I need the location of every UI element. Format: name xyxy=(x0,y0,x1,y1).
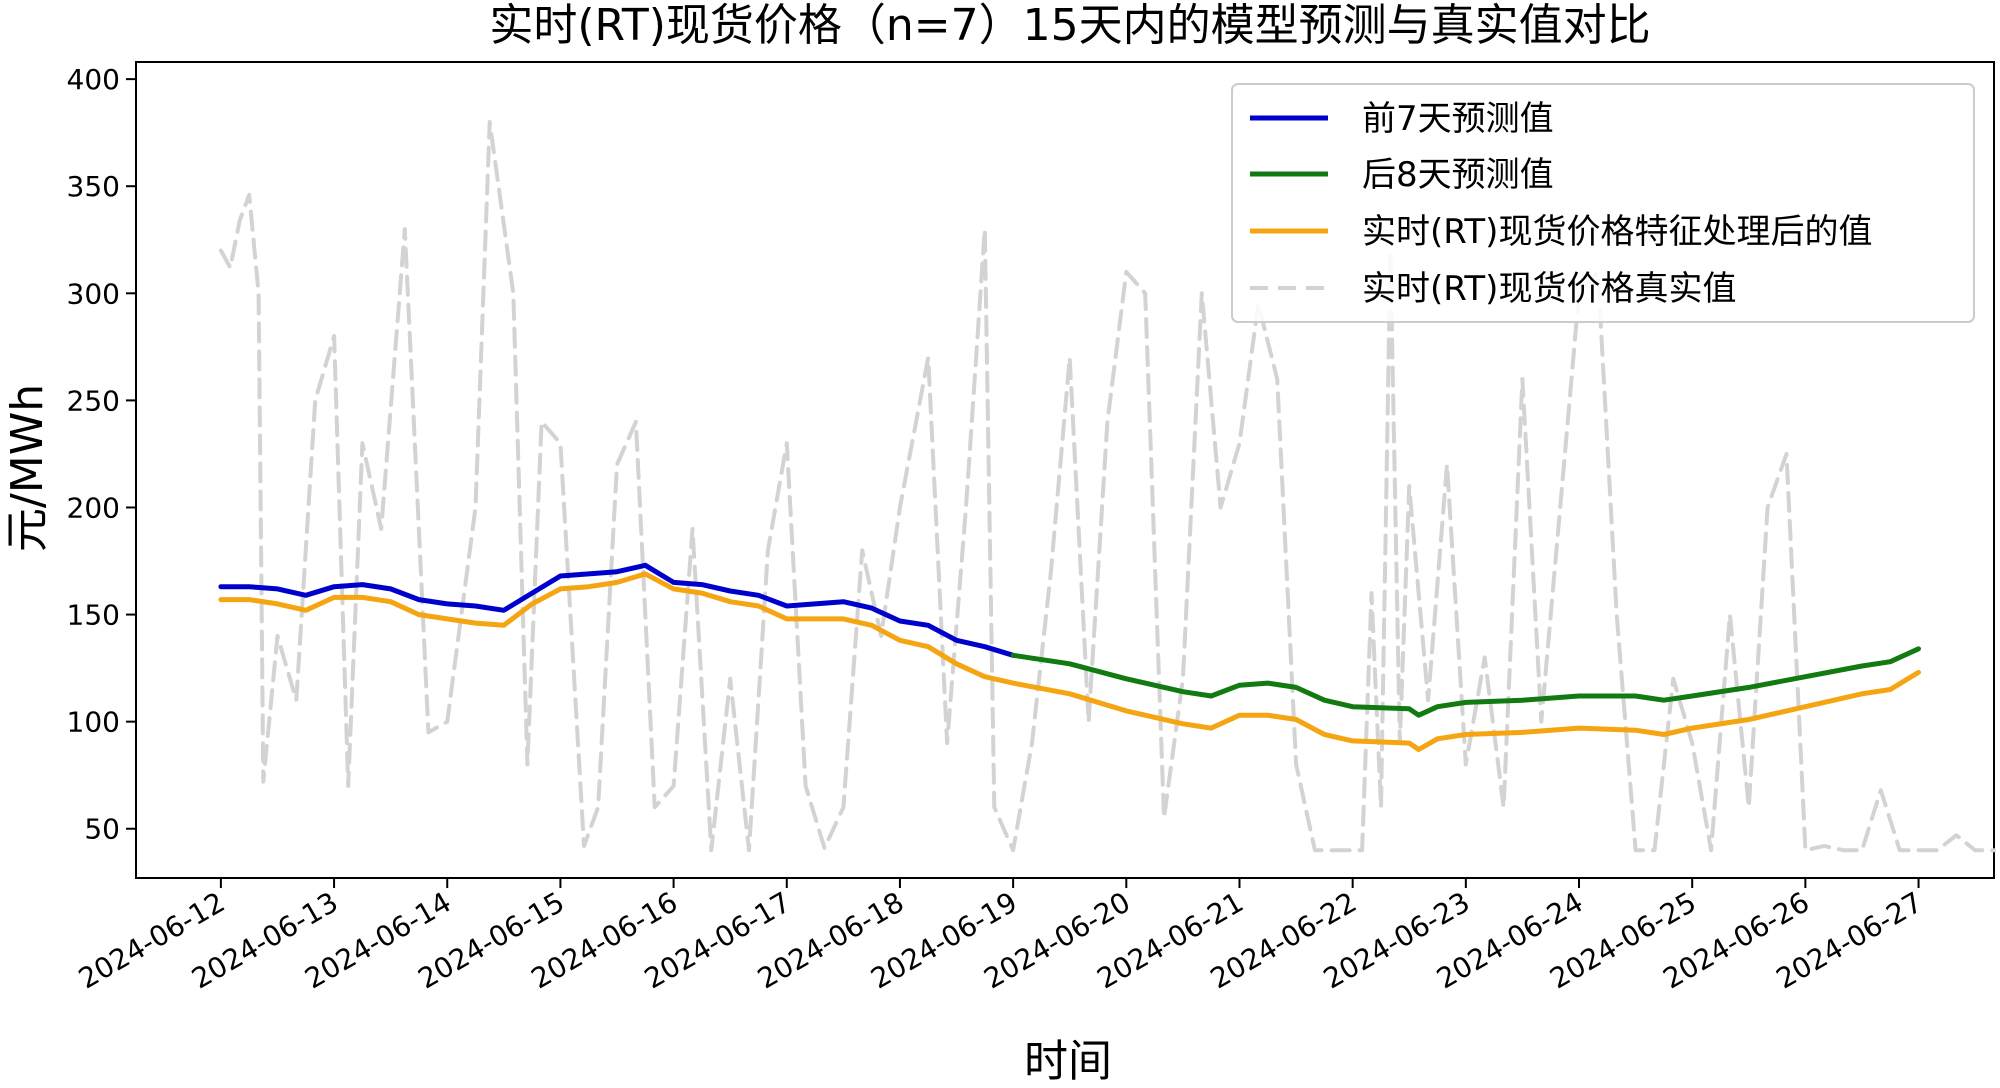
y-tick-label: 300 xyxy=(67,277,120,310)
series-layer xyxy=(218,120,1996,853)
x-axis: 2024-06-122024-06-132024-06-142024-06-15… xyxy=(73,878,1928,995)
chart-title: 实时(RT)现货价格（n=7）15天内的模型预测与真实值对比 xyxy=(489,0,1650,51)
y-tick-label: 50 xyxy=(84,813,120,846)
legend-box xyxy=(1231,83,1975,323)
y-tick-label: 250 xyxy=(67,384,120,417)
y-axis: 50 100 150 200 250 300 350 400 xyxy=(67,63,136,846)
legend-label-1: 后8天预测值 xyxy=(1362,155,1554,195)
legend-label-0: 前7天预测值 xyxy=(1362,99,1554,139)
legend-label-3: 实时(RT)现货价格真实值 xyxy=(1362,269,1736,309)
x-axis-label: 时间 xyxy=(1024,1036,1112,1087)
series-line-0 xyxy=(218,562,1016,658)
y-tick-label: 200 xyxy=(67,491,120,524)
legend: 前7天预测值后8天预测值实时(RT)现货价格特征处理后的值实时(RT)现货价格真… xyxy=(1231,83,1975,323)
legend-label-2: 实时(RT)现货价格特征处理后的值 xyxy=(1362,212,1872,252)
series-line-1 xyxy=(1010,646,1921,718)
y-tick-label: 400 xyxy=(67,63,120,96)
series-line-2 xyxy=(218,571,1921,752)
y-tick-label: 350 xyxy=(67,170,120,203)
y-tick-label: 150 xyxy=(67,599,120,632)
y-tick-label: 100 xyxy=(67,706,120,739)
y-axis-label: 元/MWh xyxy=(2,384,53,552)
